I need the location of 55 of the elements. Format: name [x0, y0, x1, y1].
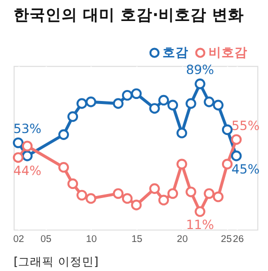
point [186, 186, 196, 198]
point [131, 200, 142, 210]
point [112, 188, 124, 199]
data-label: 11% [186, 217, 214, 232]
legend-label: 호감 [162, 44, 189, 60]
point [204, 96, 214, 108]
point [222, 124, 233, 136]
point [67, 111, 78, 122]
point [194, 78, 206, 90]
point [186, 98, 196, 109]
point [131, 88, 142, 100]
point [76, 98, 88, 109]
x-tick-label: 10 [86, 234, 98, 245]
x-tick-label: 20 [176, 234, 188, 245]
point [112, 98, 124, 109]
point [167, 188, 178, 199]
point [231, 150, 242, 162]
point [12, 137, 24, 148]
data-label: 45% [232, 161, 260, 176]
point [176, 128, 188, 138]
data-label: 53% [13, 121, 42, 136]
point [194, 206, 206, 217]
point [231, 134, 242, 145]
legend-label: 비호감 [208, 44, 248, 60]
point [122, 90, 133, 101]
point [12, 152, 24, 163]
point [176, 158, 188, 170]
text: [그래픽 이정민] [14, 254, 98, 269]
point [76, 190, 88, 201]
data-label: 44% [13, 163, 42, 178]
point [212, 100, 224, 110]
point [158, 194, 169, 206]
x-tick-label: 05 [40, 234, 52, 245]
point [222, 158, 233, 170]
point [22, 150, 33, 162]
point [212, 192, 224, 202]
point [204, 188, 214, 199]
point [22, 140, 33, 152]
point [158, 94, 169, 106]
x-tick-label: 15 [131, 234, 142, 245]
point [67, 178, 78, 190]
point [58, 162, 69, 173]
point [122, 193, 133, 204]
x-tick-label: 25 [220, 234, 232, 245]
point [86, 96, 96, 108]
chart-title: 한국인의 대미 호감·비호감 변화 [14, 6, 244, 24]
point [149, 183, 160, 194]
point [86, 193, 96, 204]
data-label: 55% [232, 118, 260, 133]
data-label: 89% [186, 62, 214, 78]
point [167, 100, 178, 110]
point [58, 129, 69, 140]
x-tick-label: 26 [232, 234, 244, 245]
x-tick-label: 02 [13, 234, 24, 245]
point [149, 103, 160, 114]
